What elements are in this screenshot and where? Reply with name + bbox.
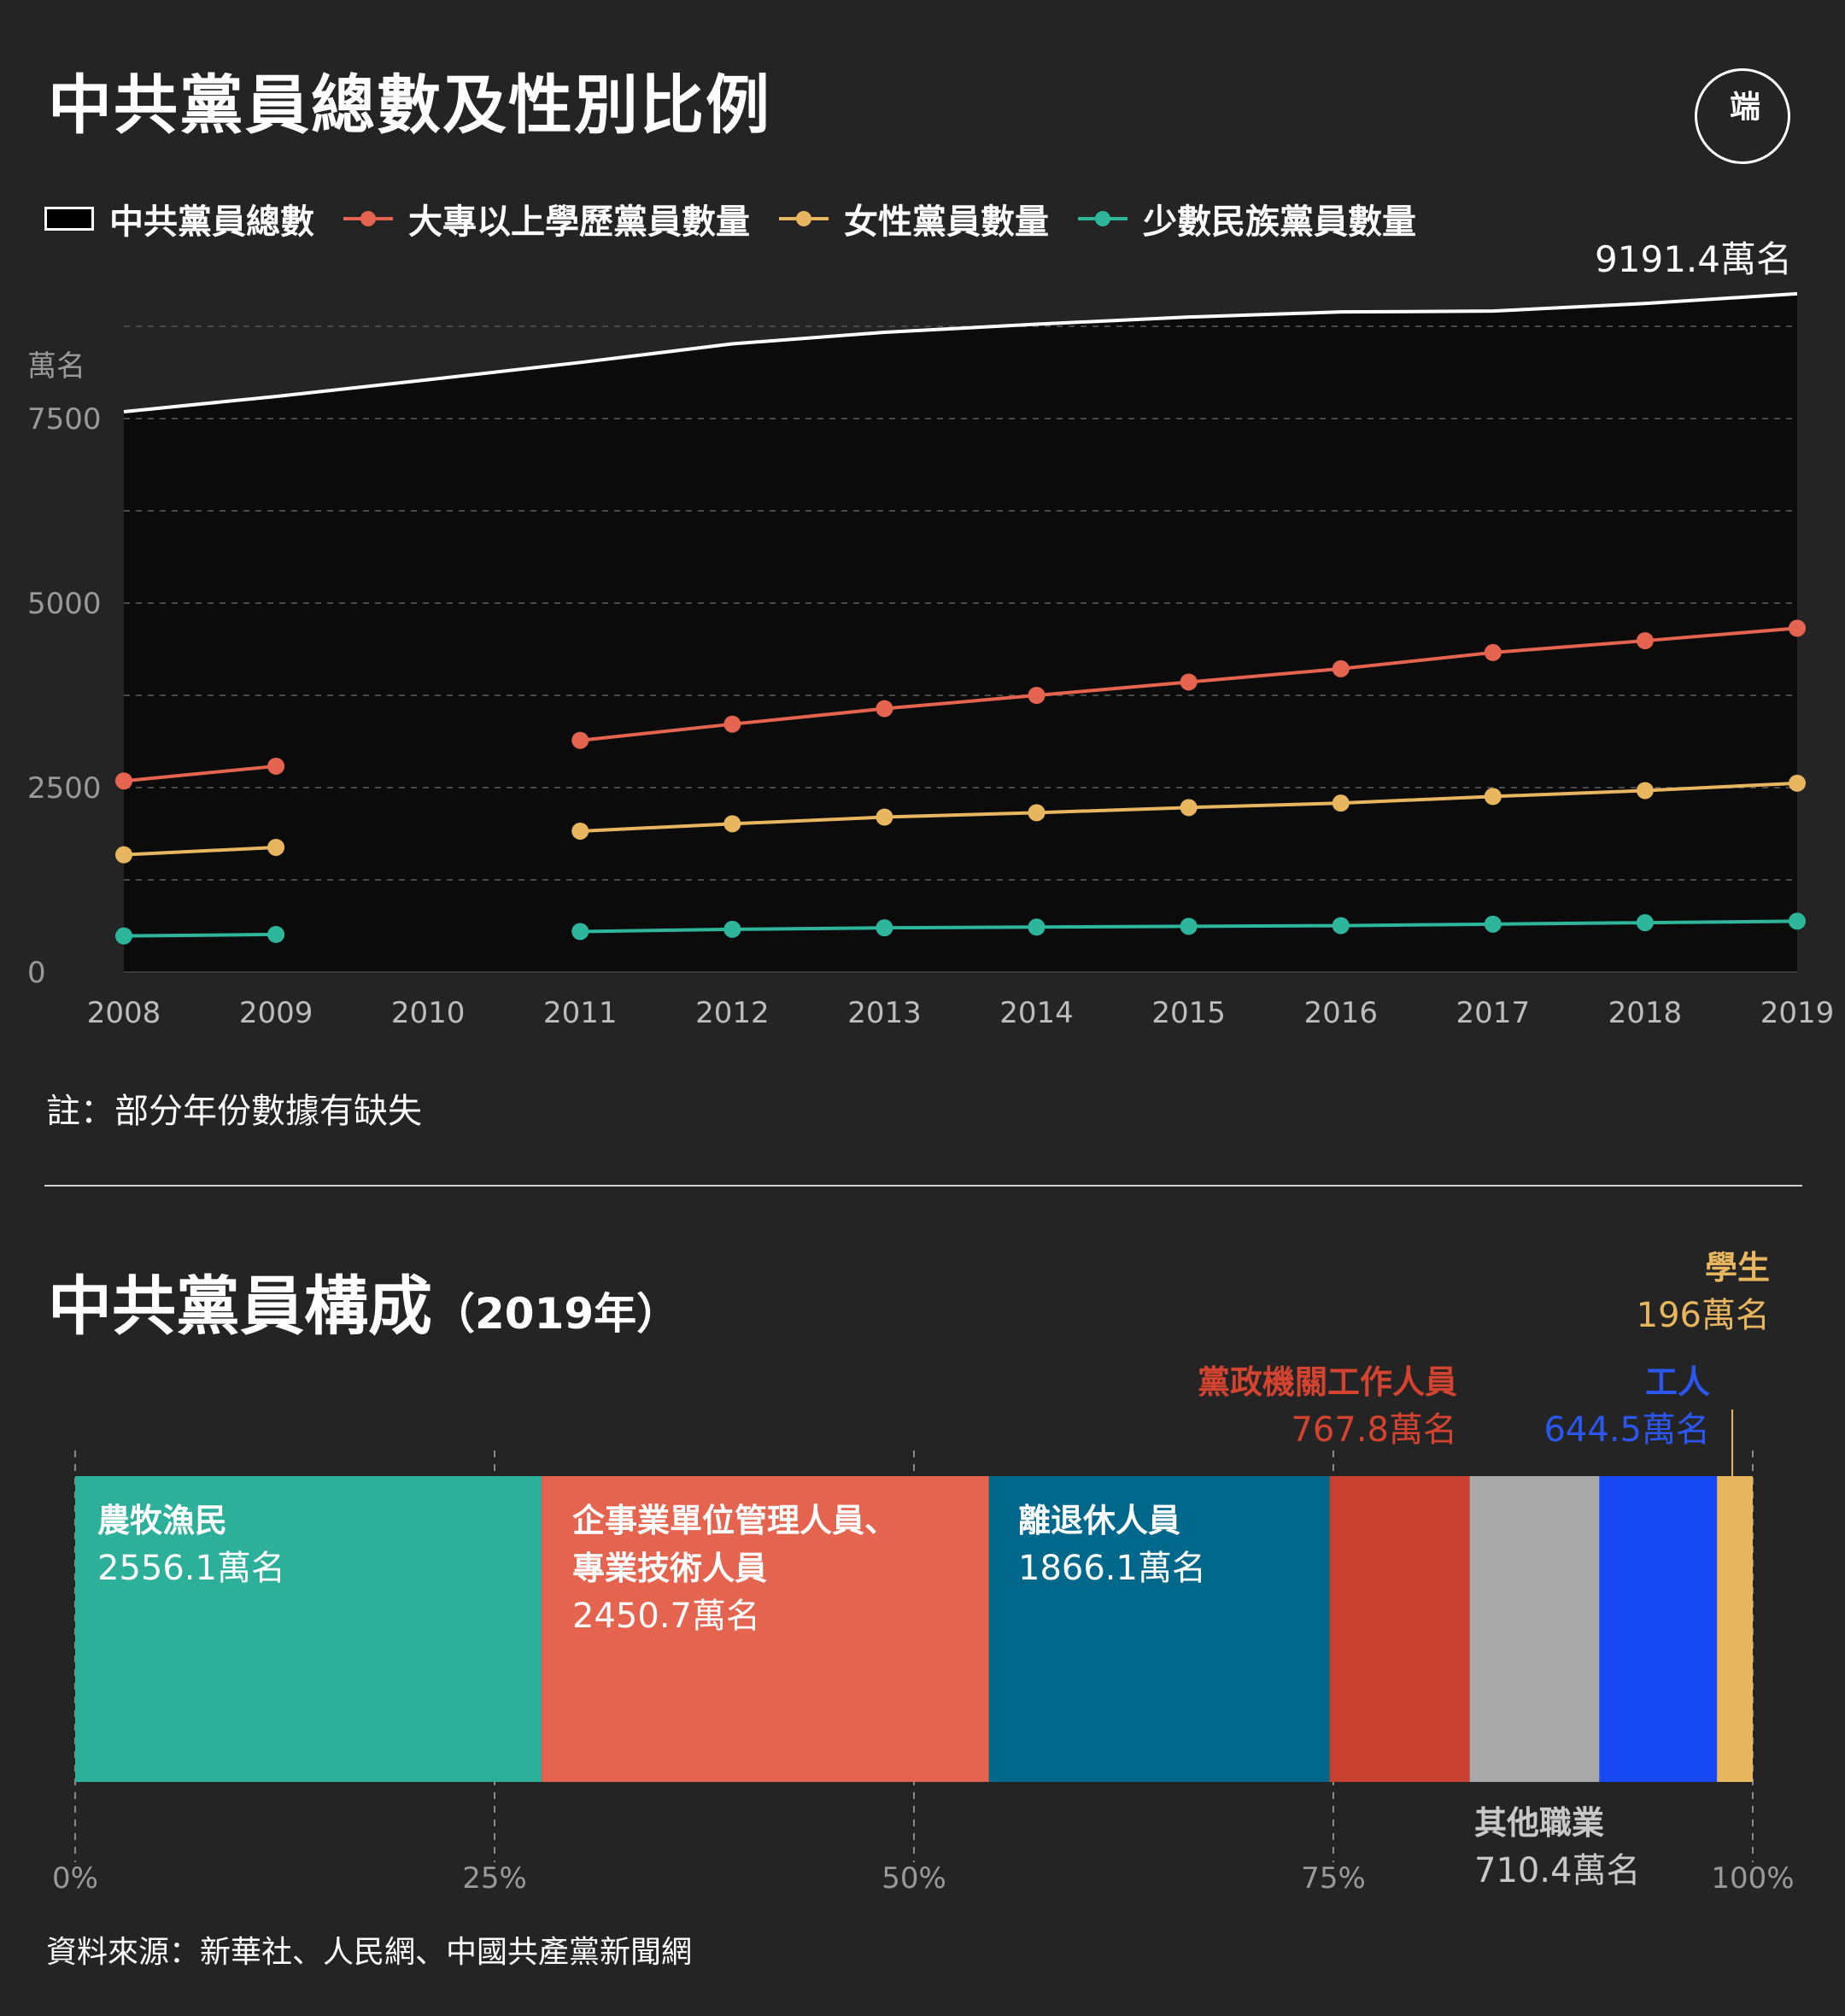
bar-segment-students: [1717, 1476, 1753, 1782]
segment-label-workers: 工人 644.5萬名: [1486, 1358, 1710, 1454]
x-tick-label: 2019: [1760, 996, 1835, 1030]
minority-point: [267, 926, 284, 943]
bar-segment-workers: [1599, 1476, 1717, 1782]
segment-name-workers: 工人: [1486, 1358, 1710, 1406]
segment-name-students: 學生: [1563, 1244, 1770, 1292]
composition-title-main: 中共黨員構成: [48, 1269, 432, 1344]
female-point: [1028, 804, 1046, 821]
segment-label-students: 學生 196萬名: [1563, 1244, 1770, 1339]
y-tick-label: 7500: [27, 402, 102, 437]
x-tick-label: 100%: [1711, 1861, 1794, 1896]
segment-value-retired: 1866.1萬名: [1018, 1544, 1206, 1592]
x-tick-label: 2013: [847, 996, 922, 1030]
x-tick-label: 2011: [543, 996, 618, 1030]
female-point: [267, 839, 284, 856]
college-point: [1028, 687, 1046, 704]
college-point: [723, 716, 741, 733]
y-tick-label: 0: [27, 956, 46, 990]
total-value-label: 9191.4萬名: [1595, 238, 1792, 280]
female-point: [723, 815, 741, 832]
x-tick-label: 2015: [1151, 996, 1226, 1030]
female-point: [1332, 794, 1350, 812]
minority-point: [1637, 914, 1654, 931]
female-point: [1485, 788, 1502, 805]
x-tick-label: 2008: [87, 996, 161, 1030]
segment-value-farmers: 2556.1萬名: [97, 1544, 285, 1592]
x-tick-label: 2016: [1303, 996, 1378, 1030]
composition-title-suffix: （2019年）: [432, 1289, 679, 1339]
x-tick-label: 2017: [1456, 996, 1531, 1030]
segment-value-managers: 2450.7萬名: [572, 1592, 897, 1640]
segment-name-managers-line1: 企事業單位管理人員、: [572, 1497, 897, 1544]
minority-point: [1180, 917, 1198, 935]
x-tick-label: 2012: [695, 996, 770, 1030]
total-area: [124, 294, 1797, 972]
minority-point: [1789, 912, 1806, 929]
x-tick-label: 2018: [1608, 996, 1683, 1030]
minority-point: [1332, 917, 1350, 935]
segment-name-officials: 黨政機關工作人員: [1110, 1358, 1457, 1406]
segment-label-others: 其他職業 710.4萬名: [1474, 1799, 1641, 1895]
female-point: [1789, 775, 1806, 792]
female-point: [1637, 782, 1654, 799]
source-note: 資料來源：新華社、人民網、中國共產黨新聞網: [46, 1927, 692, 1972]
y-tick-label: 2500: [27, 771, 102, 806]
x-tick-label: 0%: [52, 1861, 98, 1896]
segment-name-others: 其他職業: [1474, 1799, 1641, 1847]
bar-segment-others: [1470, 1476, 1600, 1782]
segment-label-officials: 黨政機關工作人員 767.8萬名: [1110, 1358, 1457, 1454]
x-tick-label: 2009: [239, 996, 313, 1030]
segment-name-farmers: 農牧漁民: [97, 1497, 285, 1544]
segment-label-retired: 離退休人員 1866.1萬名: [1018, 1497, 1206, 1592]
line-chart: 萬名 0 2500 5000 7500 2008 2009 2010 2011 2012 2013 2…: [0, 0, 1845, 1068]
college-point: [571, 732, 589, 749]
female-point: [571, 823, 589, 840]
bar-segment-officials: [1330, 1476, 1470, 1782]
y-tick-label: 5000: [27, 587, 102, 621]
college-point: [1485, 644, 1502, 661]
x-tick-label: 25%: [462, 1861, 527, 1896]
x-tick-label: 2010: [391, 996, 466, 1030]
college-point: [115, 772, 132, 789]
college-point: [876, 700, 893, 718]
college-point: [1637, 632, 1654, 649]
college-point: [1332, 660, 1350, 677]
segment-label-managers: 企事業單位管理人員、 專業技術人員 2450.7萬名: [572, 1497, 897, 1640]
college-point: [267, 758, 284, 775]
segment-value-students: 196萬名: [1563, 1292, 1770, 1339]
x-tick-label: 75%: [1301, 1861, 1366, 1896]
segment-value-workers: 644.5萬名: [1486, 1406, 1710, 1454]
y-axis-unit-label: 萬名: [27, 349, 85, 384]
segment-value-others: 710.4萬名: [1474, 1847, 1641, 1895]
segment-value-officials: 767.8萬名: [1110, 1406, 1457, 1454]
female-point: [876, 809, 893, 826]
female-point: [115, 847, 132, 864]
minority-point: [571, 923, 589, 940]
chart-note: 註：部分年份數據有缺失: [46, 1083, 422, 1133]
minority-point: [1485, 916, 1502, 933]
x-tick-label: 2014: [999, 996, 1074, 1030]
segment-name-retired: 離退休人員: [1018, 1497, 1206, 1544]
segment-name-managers-line2: 專業技術人員: [572, 1544, 897, 1592]
minority-point: [723, 921, 741, 938]
college-point: [1789, 619, 1806, 636]
x-tick-label: 50%: [882, 1861, 946, 1896]
female-point: [1180, 799, 1198, 816]
minority-point: [876, 919, 893, 936]
college-point: [1180, 673, 1198, 690]
divider: [44, 1185, 1802, 1187]
composition-title: 中共黨員構成（2019年）: [48, 1254, 679, 1347]
segment-label-farmers: 農牧漁民 2556.1萬名: [97, 1497, 285, 1592]
minority-point: [1028, 918, 1046, 935]
minority-point: [115, 928, 132, 945]
